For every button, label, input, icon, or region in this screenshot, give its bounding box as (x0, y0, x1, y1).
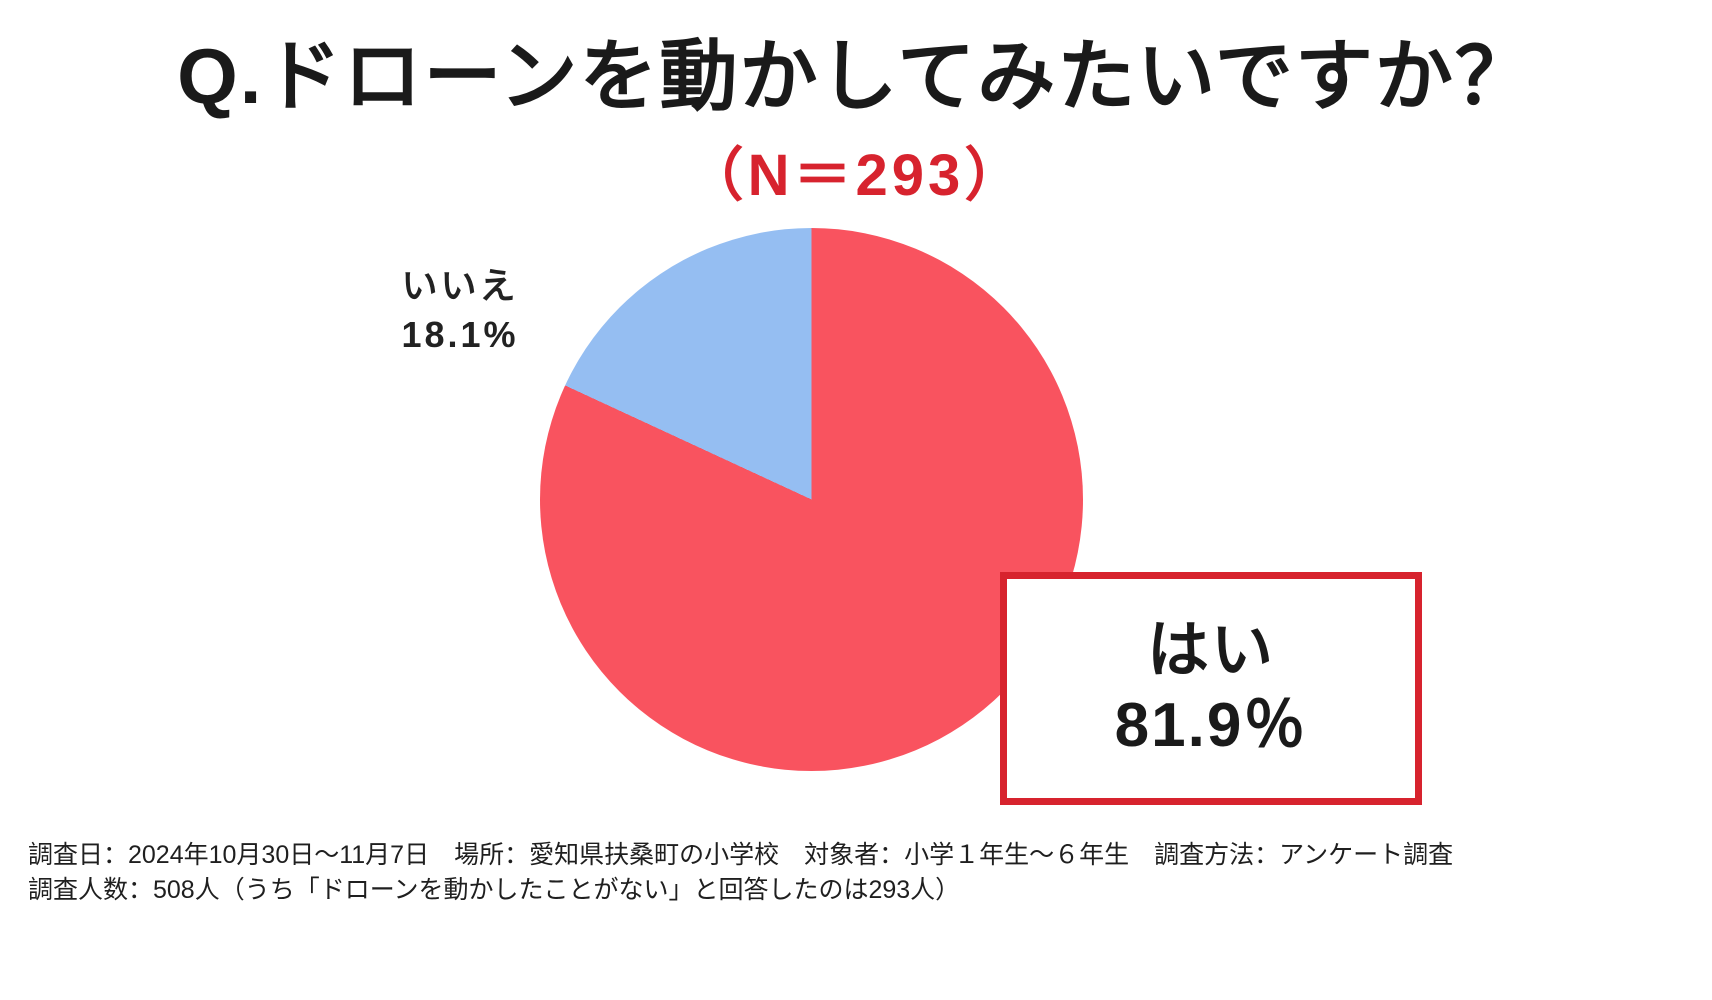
pie-label-no-value: 18.1% (401, 313, 519, 355)
pie-label-yes-value: 81.9％ (1114, 690, 1308, 760)
survey-metadata-line2: 調査人数：508人（うち「ドローンを動かしたことがない」と回答したのは293人） (28, 876, 961, 904)
pie-label-yes-box: はい 81.9％ (1000, 572, 1422, 805)
pie-label-no-name: いいえ (401, 265, 519, 306)
survey-metadata-line1: 調査日：2024年10月30日～11月7日 場所：愛知県扶桑町の小学校 対象者：… (28, 841, 1454, 869)
pie-label-yes-name: はい (1146, 616, 1275, 686)
pie-label-no: いいえ 18.1% (320, 262, 600, 359)
survey-metadata: 調査日：2024年10月30日～11月7日 場所：愛知県扶桑町の小学校 対象者：… (28, 838, 1692, 908)
page-title: Q.ドローンを動かしてみたいですか？ (177, 32, 1535, 120)
pie-chart (540, 228, 1083, 771)
sample-size-subtitle: （N＝293） (685, 143, 1027, 208)
